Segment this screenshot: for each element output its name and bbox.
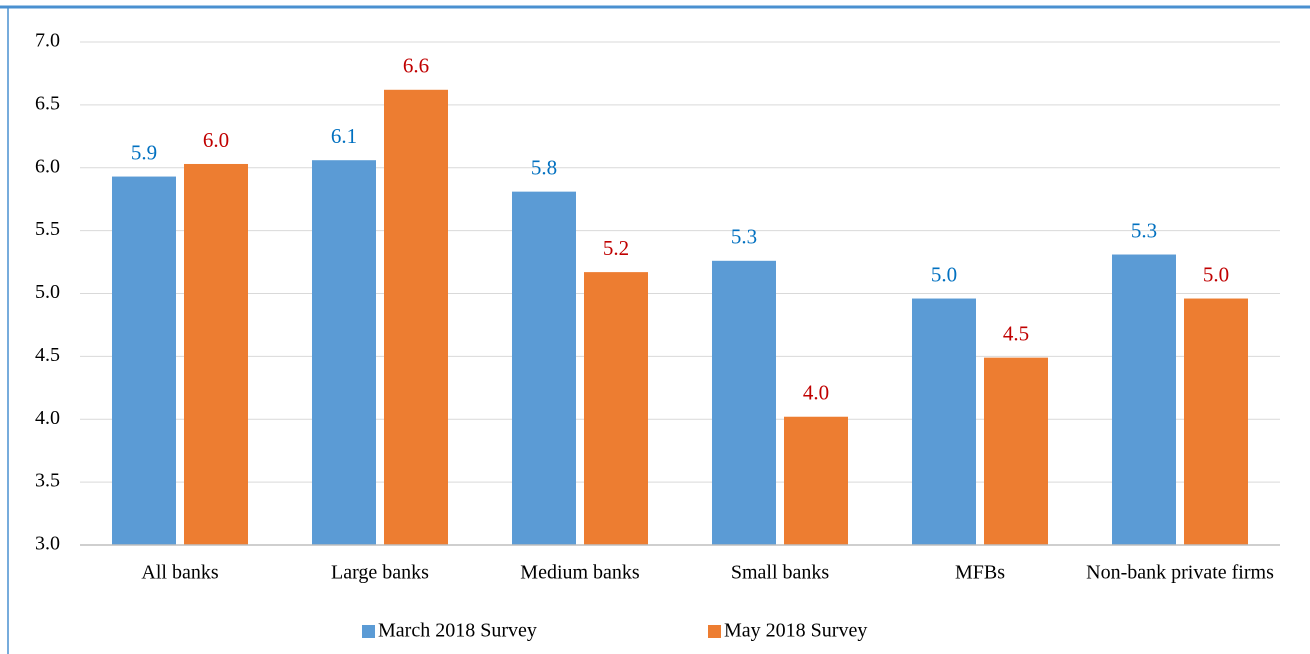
x-tick-label: Non-bank private firms <box>1086 562 1274 584</box>
value-label: 5.3 <box>1131 218 1157 242</box>
value-label: 4.5 <box>1003 321 1029 345</box>
bar <box>512 191 576 545</box>
legend-label: March 2018 Survey <box>378 620 537 642</box>
y-tick-label: 5.5 <box>35 218 60 240</box>
bar <box>912 298 976 545</box>
y-tick-label: 3.5 <box>35 470 60 492</box>
x-tick-label: Medium banks <box>520 562 640 584</box>
bar <box>984 357 1048 545</box>
x-tick-label: MFBs <box>955 562 1005 584</box>
bar <box>312 160 376 545</box>
legend-swatch <box>708 625 721 638</box>
value-label: 4.0 <box>803 381 829 405</box>
value-label: 6.0 <box>203 128 229 152</box>
value-label: 6.6 <box>403 54 429 78</box>
value-label: 5.0 <box>1203 262 1229 286</box>
legend-swatch <box>362 625 375 638</box>
bar <box>584 272 648 545</box>
value-label: 5.2 <box>603 236 629 260</box>
y-tick-label: 6.0 <box>35 155 60 177</box>
y-tick-label: 6.5 <box>35 92 60 114</box>
x-tick-label: Large banks <box>331 562 429 584</box>
value-label: 5.3 <box>731 225 757 249</box>
value-label: 5.8 <box>531 155 557 179</box>
y-tick-label: 4.0 <box>35 407 60 429</box>
value-label: 5.9 <box>131 140 157 164</box>
bar <box>784 416 848 545</box>
bar <box>1112 254 1176 545</box>
legend-label: May 2018 Survey <box>724 620 867 642</box>
bar <box>1184 298 1248 545</box>
y-tick-label: 5.0 <box>35 281 60 303</box>
value-label: 5.0 <box>931 262 957 286</box>
x-tick-label: All banks <box>141 562 218 584</box>
bar <box>384 89 448 545</box>
value-label: 6.1 <box>331 124 357 148</box>
bar <box>184 163 248 546</box>
bar <box>712 260 776 545</box>
y-tick-label: 4.5 <box>35 344 60 366</box>
x-tick-label: Small banks <box>731 562 830 584</box>
bar <box>112 176 176 546</box>
y-tick-label: 7.0 <box>35 30 60 52</box>
y-tick-label: 3.0 <box>35 533 60 555</box>
